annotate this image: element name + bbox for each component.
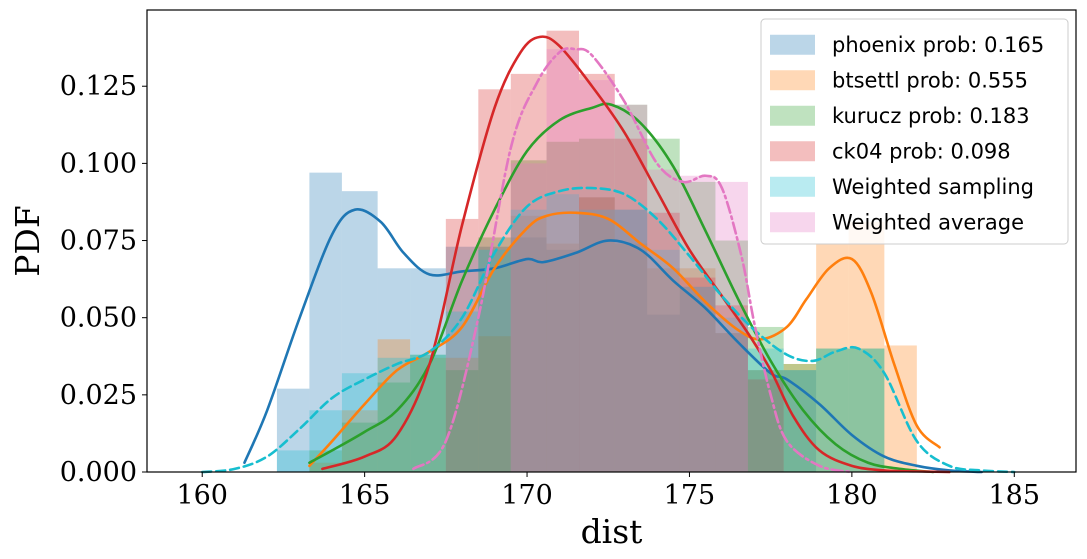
weighted-sampling-hist-bar [510, 209, 547, 472]
y-tick-label: 0.000 [60, 457, 137, 488]
weighted-average-hist-bar [614, 104, 648, 472]
btsettl-prob-0-555-hist-bar [614, 243, 648, 472]
btsettl-prob-0-555-hist-bar [715, 333, 748, 472]
weighted-sampling-hist-bar [679, 286, 716, 472]
axis-ticks: 160 165 170 175 180 185 0.000 0.025 0.050 0.075 0.… [60, 71, 1040, 511]
kurucz-prob-0-183-hist-bar [614, 104, 648, 472]
phoenix-prob-0-165-hist-bar [341, 191, 378, 472]
phoenix-prob-0-165-legend-swatch [770, 34, 815, 55]
y-tick-label: 0.125 [60, 71, 137, 102]
weighted-sampling-hist-bar [276, 450, 310, 472]
y-tick-label: 0.075 [60, 226, 137, 257]
phoenix-prob-0-165-hist-bar [546, 249, 580, 472]
weighted-sampling-kde-line [200, 186, 1016, 474]
ck04-prob-0-098-hist-bar [647, 212, 680, 472]
y-tick-label: 0.050 [60, 303, 137, 334]
x-axis-label: dist [581, 512, 643, 551]
weighted-sampling-legend-label: Weighted sampling [832, 175, 1034, 199]
weighted-sampling-hist-bar [309, 410, 342, 472]
ck04-prob-0-098-hist-bar [546, 30, 580, 473]
weighted-average-legend-label: Weighted average [832, 210, 1024, 234]
kurucz-prob-0-183-hist-bar [647, 138, 680, 472]
y-axis-label: PDF [8, 205, 47, 277]
btsettl-prob-0-555-hist-bar [478, 336, 511, 472]
ck04-prob-0-098-hist-bar [747, 379, 784, 472]
y-tick-label: 0.100 [60, 148, 137, 179]
weighted-average-hist-bar [510, 163, 547, 472]
weighted-sampling-hist-bar [478, 249, 511, 472]
ck04-prob-0-098-kde-line [321, 35, 951, 474]
btsettl-prob-0-555-hist-bar [647, 268, 680, 472]
x-tick-label: 170 [501, 480, 553, 511]
weighted-average-hist-bar [679, 175, 716, 473]
legend: phoenix prob: 0.165 btsettl prob: 0.555 ku… [760, 18, 1069, 245]
kurucz-prob-0-183-hist-bar [546, 141, 580, 472]
btsettl-prob-0-555-kde-line [308, 211, 941, 468]
kurucz-prob-0-183-legend-label: kurucz prob: 0.183 [832, 104, 1030, 128]
weighted-sampling-hist-bar [579, 209, 615, 472]
kurucz-prob-0-183-legend-swatch [770, 105, 815, 126]
weighted-sampling-hist-bar [747, 348, 784, 472]
kurucz-prob-0-183-hist-bar [679, 181, 716, 472]
phoenix-prob-0-165-hist-bar [478, 246, 511, 472]
btsettl-prob-0-555-legend-swatch [770, 70, 815, 91]
weighted-average-legend-swatch [770, 212, 815, 233]
x-tick-label: 175 [664, 480, 716, 511]
ck04-prob-0-098-hist-bar [579, 73, 615, 472]
phoenix-prob-0-165-legend-label: phoenix prob: 0.165 [832, 33, 1044, 57]
weighted-sampling-hist-bar [715, 317, 748, 472]
weighted-sampling-hist-bar [848, 348, 885, 472]
phoenix-prob-0-165-hist-bar [679, 286, 716, 472]
phoenix-prob-0-165-hist-bar [309, 172, 342, 472]
phoenix-prob-0-165-hist-bar [510, 237, 547, 472]
phoenix-prob-0-165-hist-bar [647, 314, 680, 472]
x-tick-label: 185 [989, 480, 1041, 511]
kurucz-prob-0-183-kde-line [308, 102, 935, 474]
kurucz-prob-0-183-hist-bar [848, 348, 885, 472]
weighted-average-hist-bar [579, 80, 615, 472]
weighted-sampling-hist-bar [816, 348, 849, 472]
btsettl-prob-0-555-hist-bar [445, 357, 479, 472]
btsettl-prob-0-555-hist-bar [546, 243, 580, 472]
histogram-layer [276, 30, 917, 473]
weighted-sampling-hist-bar [614, 209, 648, 472]
ck04-prob-0-098-hist-bar [614, 138, 648, 472]
x-tick-label: 165 [339, 480, 391, 511]
phoenix-prob-0-165-hist-bar [445, 246, 479, 472]
kurucz-prob-0-183-hist-bar [341, 422, 378, 472]
kurucz-prob-0-183-hist-bar [579, 138, 615, 472]
kurucz-prob-0-183-hist-bar [510, 160, 547, 473]
phoenix-prob-0-165-hist-bar [276, 388, 310, 472]
weighted-sampling-hist-bar [647, 249, 680, 472]
ck04-prob-0-098-hist-bar [478, 89, 511, 472]
x-tick-label: 180 [826, 480, 878, 511]
weighted-average-kde-line [412, 47, 854, 474]
btsettl-prob-0-555-legend-label: btsettl prob: 0.555 [832, 68, 1028, 92]
legend-box [760, 18, 1069, 245]
ck04-prob-0-098-legend-swatch [770, 141, 815, 162]
weighted-average-hist-bar [647, 169, 680, 472]
kurucz-prob-0-183-hist-bar [715, 240, 748, 472]
x-tick-label: 160 [176, 480, 228, 511]
y-tick-label: 0.025 [60, 380, 137, 411]
btsettl-prob-0-555-hist-bar [816, 243, 849, 472]
phoenix-prob-0-165-hist-bar [715, 333, 748, 472]
kurucz-prob-0-183-hist-bar [377, 382, 411, 472]
ck04-prob-0-098-hist-bar [679, 277, 716, 472]
ck04-prob-0-098-legend-label: ck04 prob: 0.098 [832, 139, 1011, 163]
phoenix-prob-0-165-kde-line [243, 208, 984, 474]
weighted-sampling-hist-bar [546, 194, 580, 473]
ck04-prob-0-098-hist-bar [510, 73, 547, 472]
weighted-sampling-legend-swatch [770, 176, 815, 197]
kde-curve-layer [200, 35, 1016, 474]
phoenix-prob-0-165-hist-bar [614, 209, 648, 472]
